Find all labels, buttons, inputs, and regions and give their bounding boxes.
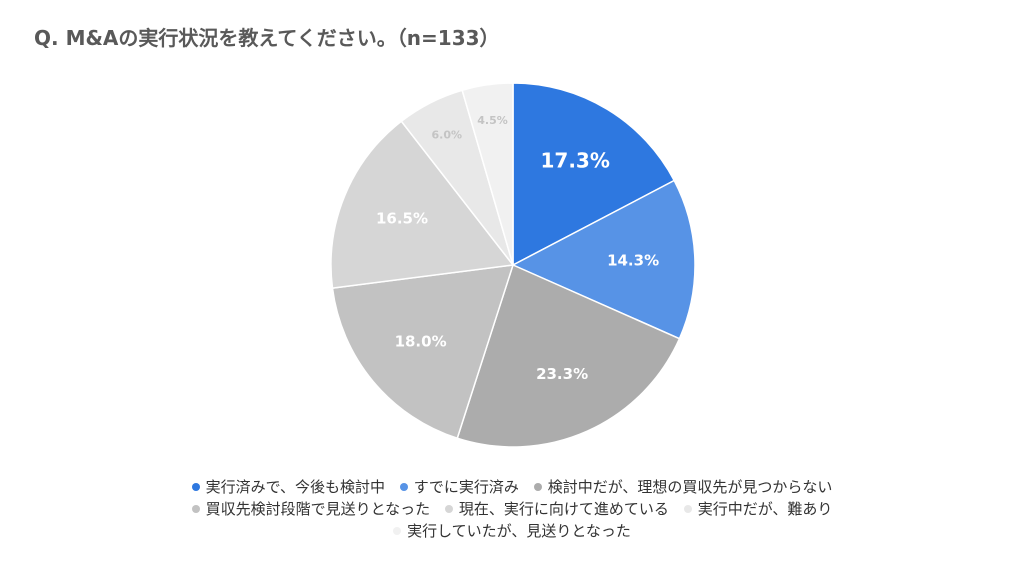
pie-slices [330, 82, 696, 448]
legend-swatch [191, 504, 200, 513]
legend-label: 現在、実行に向けて進めている [458, 500, 669, 518]
legend-swatch [533, 482, 542, 491]
legend-label: 実行済みで、今後も検討中 [205, 478, 385, 496]
legend-label: 実行していたが、見送りとなった [407, 522, 631, 540]
pie-data-label: 16.5% [376, 210, 428, 228]
legend-swatch [191, 482, 200, 491]
pie-data-label: 18.0% [395, 332, 447, 350]
legend-item: 実行していたが、見送りとなった [393, 520, 631, 542]
legend-swatch [399, 482, 408, 491]
legend-item: 買収先検討段階で見送りとなった [191, 498, 431, 520]
legend-item: 検討中だが、理想の買収先が見つからない [533, 476, 833, 498]
legend-label: すでに実行済み [413, 478, 519, 496]
legend-row-2: 買収先検討段階で見送りとなった 現在、実行に向けて進めている 実行中だが、難あり [100, 498, 924, 520]
pie-slice [331, 264, 515, 440]
pie-slice [330, 120, 515, 289]
pie-data-label: 17.3% [541, 149, 610, 173]
pie-data-label: 4.5% [477, 114, 508, 127]
pie-slice [461, 82, 514, 266]
legend-label: 検討中だが、理想の買収先が見つからない [547, 478, 833, 496]
chart-legend: 実行済みで、今後も検討中 すでに実行済み 検討中だが、理想の買収先が見つからない… [100, 476, 924, 542]
legend-row-3: 実行していたが、見送りとなった [100, 520, 924, 542]
chart-title: Q. M&Aの実行状況を教えてください。（n=133） [34, 26, 500, 50]
pie-data-label: 14.3% [607, 252, 659, 270]
pie-data-label: 23.3% [536, 365, 588, 383]
legend-swatch [683, 504, 692, 513]
legend-label: 買収先検討段階で見送りとなった [205, 500, 431, 518]
pie-data-labels: 17.3% 14.3% 23.3% 18.0% 16.5% 6.0% 4.5% [376, 114, 659, 383]
legend-item: 現在、実行に向けて進めている [444, 498, 669, 520]
legend-swatch [444, 504, 453, 513]
legend-item: 実行済みで、今後も検討中 [191, 476, 385, 498]
legend-item: 実行中だが、難あり [683, 498, 833, 520]
pie-slice [456, 263, 681, 448]
pie-slice [512, 82, 676, 267]
legend-swatch [393, 526, 402, 535]
legend-item: すでに実行済み [399, 476, 519, 498]
pie-slice [511, 179, 696, 340]
pie-data-label: 6.0% [432, 128, 463, 141]
legend-label: 実行中だが、難あり [697, 500, 833, 518]
legend-row-1: 実行済みで、今後も検討中 すでに実行済み 検討中だが、理想の買収先が見つからない [100, 476, 924, 498]
